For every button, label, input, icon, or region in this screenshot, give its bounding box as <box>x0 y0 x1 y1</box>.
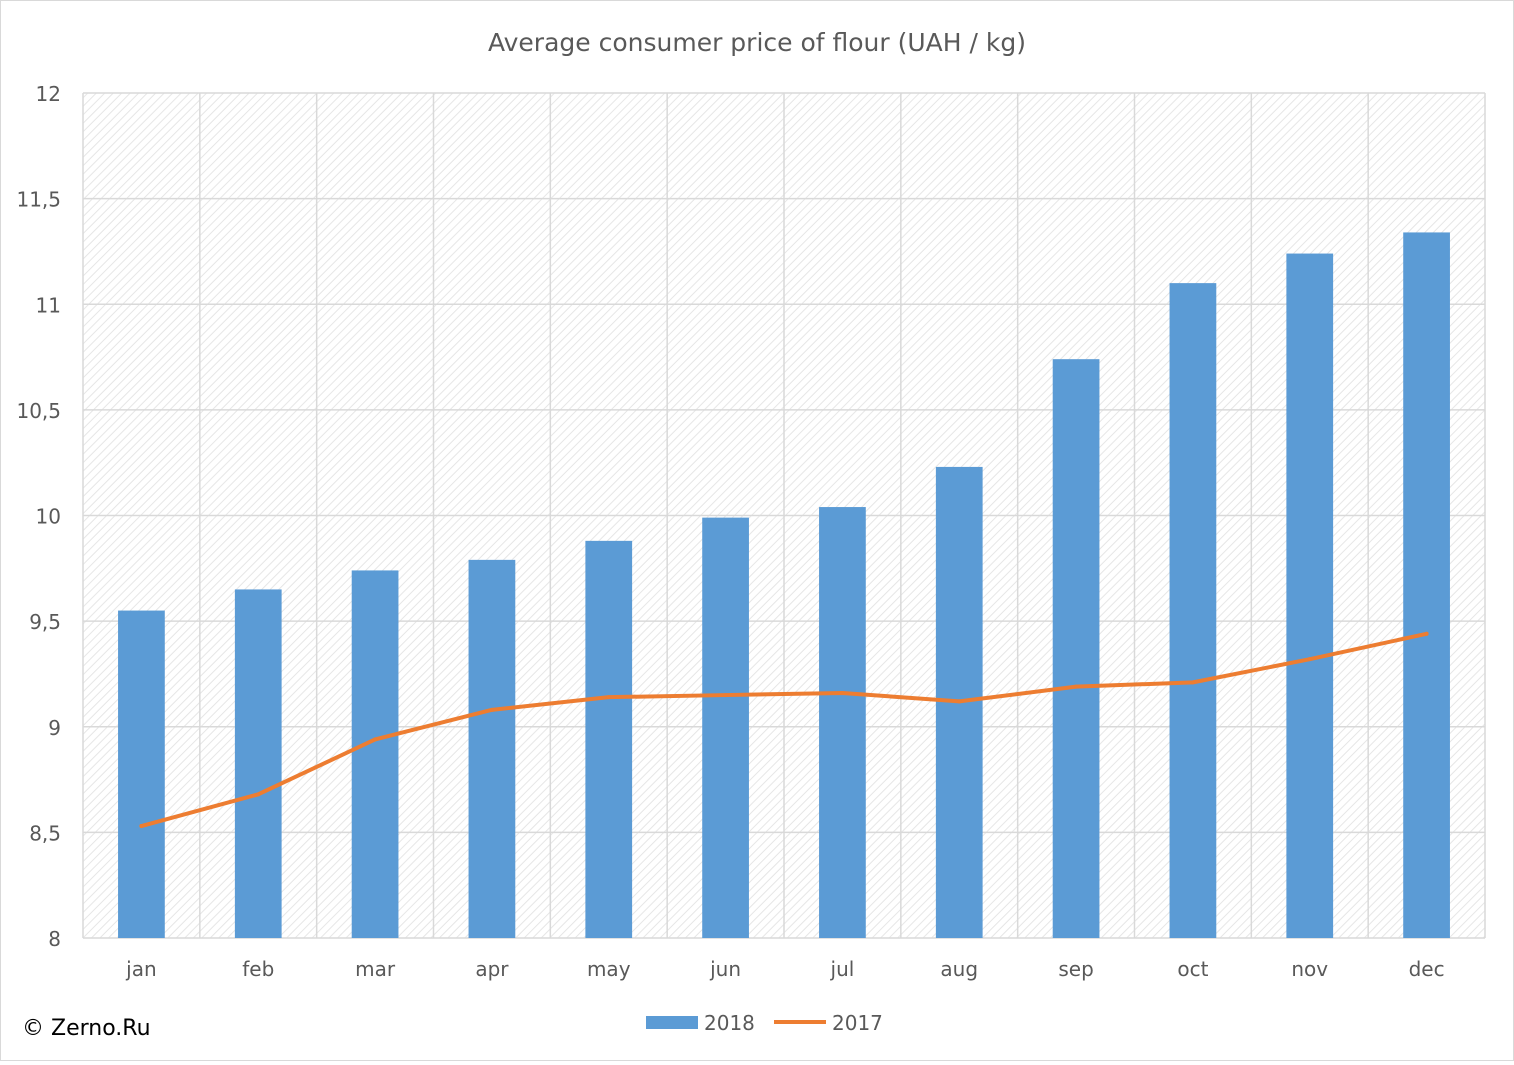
line-point-2017-jun <box>723 693 728 698</box>
line-point-2017-dec <box>1424 631 1429 636</box>
y-tick-label: 11 <box>36 293 61 317</box>
x-tick-label: jun <box>709 957 741 981</box>
x-tick-label: sep <box>1058 957 1093 981</box>
bar-2018-jul <box>819 507 866 938</box>
bar-2018-mar <box>351 570 399 938</box>
x-tick-label: feb <box>242 957 274 981</box>
line-point-2017-oct <box>1190 680 1195 685</box>
line-point-2017-jan <box>139 824 144 829</box>
legend-label: 2018 <box>704 1011 755 1035</box>
y-tick-label: 8 <box>48 927 61 951</box>
bar-2018-feb <box>234 589 282 938</box>
x-tick-label: dec <box>1409 957 1445 981</box>
x-tick-label: jan <box>125 957 157 981</box>
x-tick-label: may <box>587 957 631 981</box>
bar-2018-may <box>585 540 633 938</box>
legend-label: 2017 <box>832 1011 883 1035</box>
x-tick-label: apr <box>475 957 509 981</box>
legend-swatch-2018 <box>646 1016 698 1029</box>
y-tick-label: 11,5 <box>16 188 61 212</box>
series-line-2017 <box>139 631 1429 829</box>
bar-2018-sep <box>1052 359 1100 938</box>
y-tick-label: 9,5 <box>29 610 61 634</box>
line-point-2017-jul <box>840 690 845 695</box>
line-point-2017-sep <box>1074 684 1079 689</box>
bar-2018-dec <box>1403 232 1450 939</box>
y-tick-label: 10,5 <box>16 399 61 423</box>
x-tick-label: mar <box>355 957 396 981</box>
bar-2018-jun <box>702 517 749 938</box>
y-tick-label: 8,5 <box>29 821 61 845</box>
bar-2018-apr <box>468 559 516 938</box>
line-point-2017-nov <box>1307 657 1312 662</box>
y-tick-label: 12 <box>36 82 61 106</box>
x-tick-label: jul <box>830 957 855 981</box>
line-point-2017-aug <box>957 699 962 704</box>
bar-2018-nov <box>1286 253 1334 939</box>
line-point-2017-may <box>606 695 611 700</box>
line-point-2017-apr <box>489 707 494 712</box>
y-tick-label: 10 <box>36 505 61 529</box>
bar-2018-jan <box>118 610 165 938</box>
x-tick-label: oct <box>1177 957 1208 981</box>
x-tick-label: aug <box>940 957 978 981</box>
line-point-2017-mar <box>373 737 378 742</box>
line-point-2017-feb <box>256 792 261 797</box>
copyright-text: © Zerno.Ru <box>22 1016 151 1041</box>
chart-title: Average consumer price of flour (UAH / k… <box>488 28 1026 57</box>
bar-2018-oct <box>1169 283 1217 938</box>
y-tick-label: 9 <box>48 716 61 740</box>
x-tick-label: nov <box>1291 957 1328 981</box>
